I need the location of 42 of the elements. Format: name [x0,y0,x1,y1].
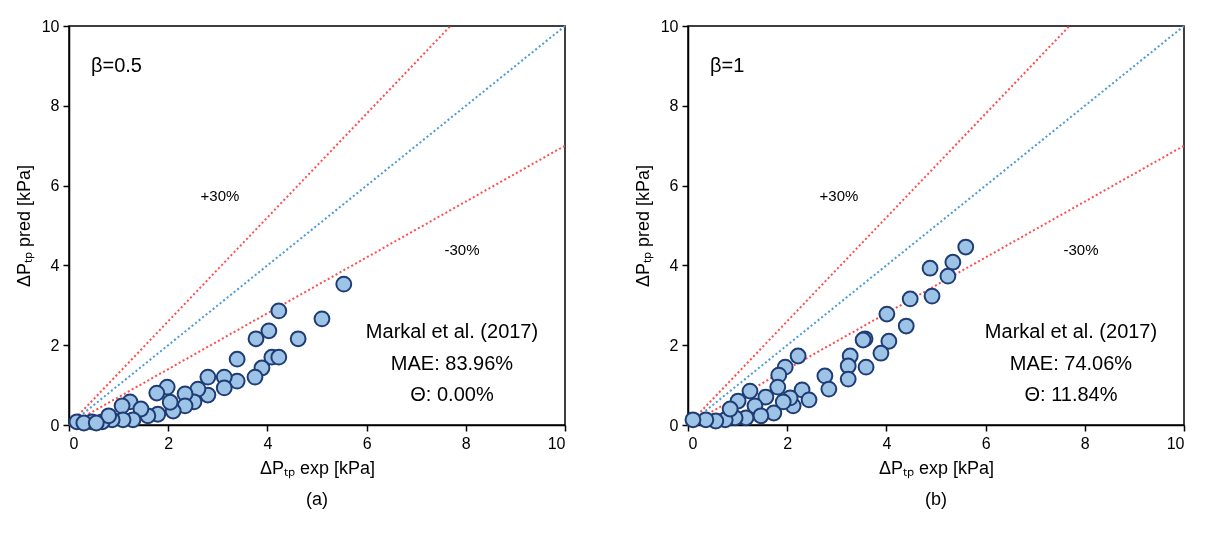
x-tick-label: 0 [688,434,698,452]
y-axis-title: ΔPₜₚ pred [kPa] [632,164,654,288]
y-tick-label: 8 [50,97,60,115]
x-tick-label: 2 [164,434,174,452]
y-tick-label: 10 [660,17,679,35]
x-tick-label: 10 [547,434,566,452]
x-axis-title: ΔPₜₚ exp [kPa] [878,457,995,479]
annotation: Markal et al. (2017) [984,320,1158,342]
x-tick-label: 10 [1166,434,1185,452]
text: (b) [925,489,947,509]
text: (a) [306,489,328,509]
x-tick-label: 4 [263,434,273,452]
y-tick-label: 4 [669,256,679,274]
y-tick-label: 6 [669,177,679,195]
x-tick-label: 2 [783,434,793,452]
annotation: Θ: 0.00% [410,383,494,405]
annotation: -30% [1063,241,1099,258]
y-tick-label: 4 [50,256,60,274]
x-tick-label: 8 [461,434,471,452]
annotation: β=1 [710,54,745,76]
annotation: MAE: 74.06% [1009,352,1133,374]
y-tick-label: 8 [669,97,679,115]
annotation: +30% [200,187,240,204]
x-tick-label: 8 [1080,434,1090,452]
annotation: +30% [819,187,859,204]
y-tick-label: 2 [50,336,60,354]
x-tick-label: 6 [981,434,991,452]
x-axis-title: ΔPₜₚ exp [kPa] [259,457,376,479]
annotation: MAE: 83.96% [390,352,514,374]
annotation: -30% [444,241,480,258]
y-tick-label: 0 [669,416,679,434]
y-tick-label: 10 [41,17,60,35]
y-axis-title: ΔPₜₚ pred [kPa] [13,164,35,288]
y-tick-label: 6 [50,177,60,195]
y-tick-label: 2 [669,336,679,354]
x-tick-label: 6 [362,434,372,452]
x-tick-label: 0 [69,434,79,452]
annotation: Θ: 11.84% [1024,383,1118,405]
annotation: β=0.5 [91,54,142,76]
annotation: Markal et al. (2017) [365,320,539,342]
x-tick-label: 4 [882,434,892,452]
y-tick-label: 0 [50,416,60,434]
